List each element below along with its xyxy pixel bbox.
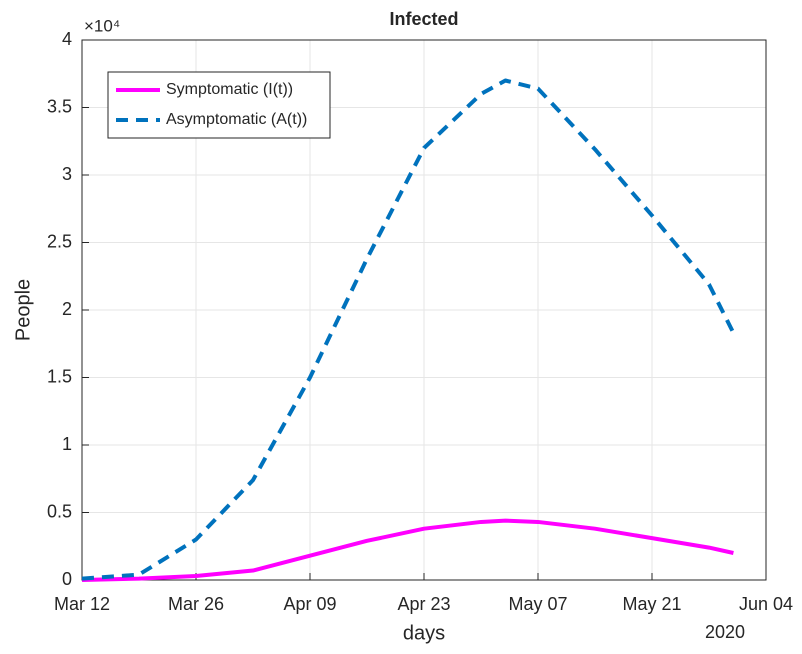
y-tick-label: 1 [62, 434, 72, 454]
x-tick-label: Jun 04 [739, 594, 793, 614]
x-tick-label: Apr 23 [397, 594, 450, 614]
x-tick-label: Apr 09 [283, 594, 336, 614]
y-tick-label: 1.5 [47, 366, 72, 386]
x-axis-label: days [403, 622, 445, 644]
x-tick-label: Mar 12 [54, 594, 110, 614]
x-secondary-label: 2020 [705, 622, 745, 642]
plot-frame [81, 39, 767, 581]
y-tick-label: 0 [62, 569, 72, 589]
y-tick-label: 3 [62, 164, 72, 184]
y-tick-label: 4 [62, 29, 72, 49]
y-exponent: ×10⁴ [84, 16, 120, 35]
y-tick-label: 3.5 [47, 96, 72, 116]
y-tick-label: 2.5 [47, 231, 72, 251]
y-axis-label: People [12, 279, 34, 341]
x-tick-label: May 21 [622, 594, 681, 614]
y-tick-label: 2 [62, 299, 72, 319]
y-tick-label: 0.5 [47, 501, 72, 521]
series-line [81, 518, 734, 582]
chart-title: Infected [389, 9, 458, 29]
legend-box [107, 71, 331, 139]
legend-label: Symptomatic (I(t)) [166, 81, 293, 98]
x-tick-label: Mar 26 [168, 594, 224, 614]
x-tick-label: May 07 [508, 594, 567, 614]
legend-label: Asymptomatic (A(t)) [166, 111, 307, 128]
